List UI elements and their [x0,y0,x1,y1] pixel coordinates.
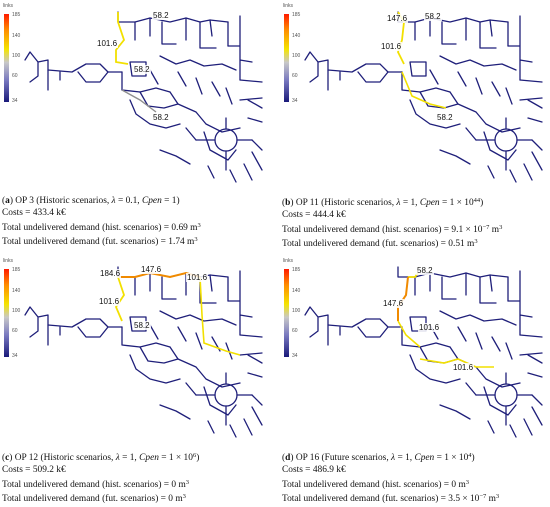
colorbar-title: links [283,3,294,9]
caption-fut: Total undelivered demand (fut. scenarios… [2,235,198,247]
colorbar-tick: 34 [292,98,298,104]
diameter-label: 101.6 [452,363,475,372]
colorbar-tick: 140 [292,33,301,39]
colorbar [4,269,9,357]
caption-b: (b) OP 11 (Historic scenarios, λ = 1, Cp… [282,195,502,250]
colorbar-title: links [3,258,14,264]
colorbar-tick: 100 [12,53,21,59]
diameter-label: 147.6 [386,14,409,23]
pipe-highlight [199,276,241,356]
colorbar-tick: 185 [292,12,301,18]
colorbar-tick: 34 [12,353,18,359]
network-map-d [304,266,543,438]
caption-costs: Costs = 486.9 k€ [282,465,346,476]
panel-c: links 185 140 100 60 34 184.6 147.6 101.… [0,255,270,505]
caption-costs: Costs = 433.4 k€ [2,208,66,219]
diameter-label: 101.6 [380,42,403,51]
colorbar-tick: 140 [292,288,301,294]
pipe-highlight [401,71,447,109]
network-map-a [24,11,263,183]
diameter-label: 58.2 [436,113,454,122]
colorbar-tick: 60 [12,73,18,79]
diameter-label: 58.2 [152,11,170,20]
colorbar-tick: 140 [12,288,21,294]
colorbar-tick: 185 [292,267,301,273]
pipe-highlight [397,320,421,348]
colorbar [4,14,9,102]
colorbar-tick: 185 [12,267,21,273]
caption-fut: Total undelivered demand (fut. scenarios… [282,237,478,249]
network-map-b [304,11,543,183]
caption-hist: Total undelivered demand (hist. scenario… [2,221,201,233]
diameter-label: 101.6 [186,273,209,282]
caption-fut: Total undelivered demand (fut. scenarios… [282,492,500,504]
colorbar-tick: 60 [12,328,18,334]
colorbar-tick: 60 [292,73,298,79]
caption-costs: Costs = 509.2 k€ [2,465,66,476]
caption-title: (d) OP 16 (Future scenarios, λ = 1, Cpen… [282,452,475,463]
panel-b: links 185 140 100 60 34 147.6 58.2 101.6… [280,0,550,250]
caption-title: (c) OP 12 (Historic scenarios, λ = 1, Cp… [2,452,200,463]
diameter-label: 58.2 [133,321,151,330]
colorbar-tick: 100 [12,308,21,314]
caption-title: (a) OP 3 (Historic scenarios, λ = 0.1, C… [2,196,180,206]
diameter-label: 101.6 [418,323,441,332]
colorbar-tick: 100 [292,308,301,314]
diameter-label: 184.6 [99,269,122,278]
colorbar-tick: 34 [12,98,18,104]
diameter-label: 101.6 [98,297,121,306]
diameter-label: 147.6 [140,265,163,274]
caption-title: (b) OP 11 (Historic scenarios, λ = 1, Cp… [282,197,484,208]
caption-hist: Total undelivered demand (hist. scenario… [2,478,189,490]
diameter-label: 58.2 [152,113,170,122]
colorbar-title: links [3,3,14,9]
caption-hist: Total undelivered demand (hist. scenario… [282,223,503,235]
caption-hist: Total undelivered demand (hist. scenario… [282,478,469,490]
panel-d: links 185 140 100 60 34 58.2 147.6 101.6… [280,255,550,505]
pipe-highlight [115,12,129,65]
colorbar-tick: 34 [292,353,298,359]
network-map-c [24,266,263,438]
colorbar-tick: 60 [292,328,298,334]
diameter-label: 58.2 [424,12,442,21]
colorbar-tick: 140 [12,33,21,39]
colorbar [284,14,289,102]
diameter-label: 58.2 [133,65,151,74]
colorbar-title: links [283,258,294,264]
colorbar-tick: 185 [12,12,21,18]
colorbar [284,269,289,357]
diameter-label: 101.6 [96,39,119,48]
caption-a: (a) OP 3 (Historic scenarios, λ = 0.1, C… [2,195,201,248]
pipe-highlight [419,358,494,368]
caption-fut: Total undelivered demand (fut. scenarios… [2,492,186,504]
caption-d: (d) OP 16 (Future scenarios, λ = 1, Cpen… [282,450,499,505]
diameter-label: 58.2 [416,266,434,275]
caption-c: (c) OP 12 (Historic scenarios, λ = 1, Cp… [2,450,199,505]
panel-a: links 185 140 100 60 34 58.2 101.6 58.2 … [0,0,270,250]
colorbar-tick: 100 [292,53,301,59]
pipe-grey [121,89,157,113]
diameter-label: 147.6 [382,299,405,308]
caption-costs: Costs = 444.4 k€ [282,210,346,221]
